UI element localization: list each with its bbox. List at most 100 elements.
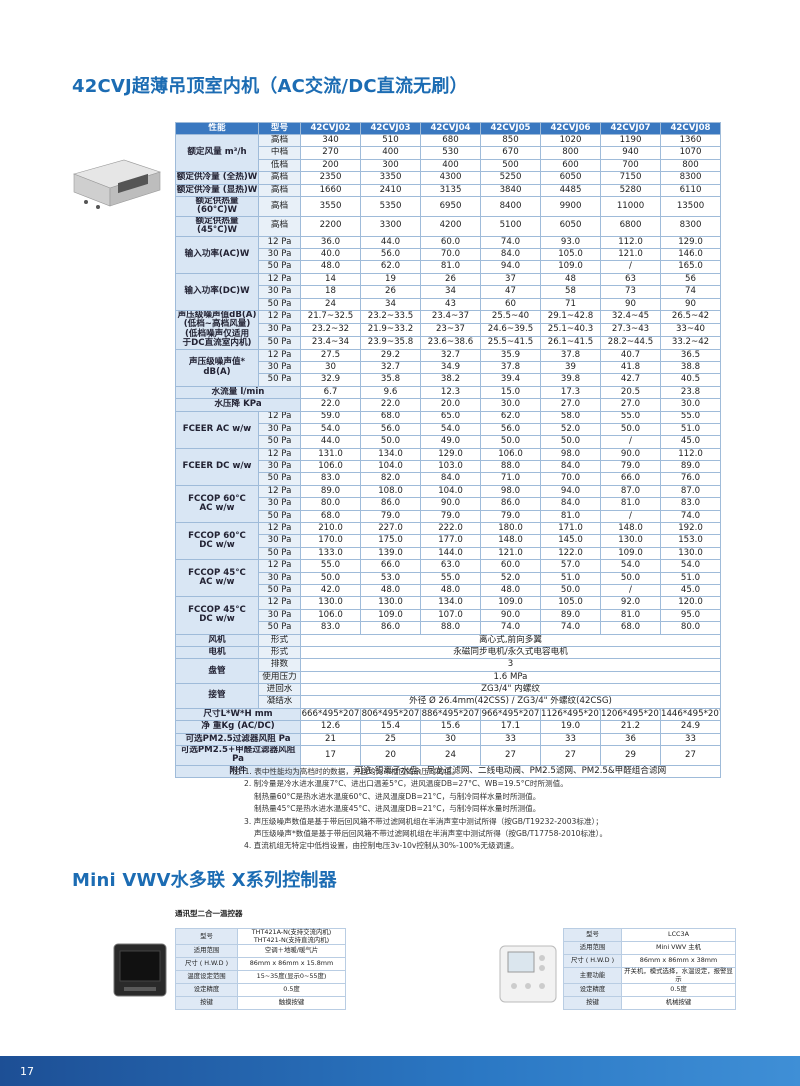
value-cell: 25.1~40.3 [540, 322, 601, 337]
spec-row: 30 Pa 23.2~32 21.9~33.2 23~37 24.6~39.5 25.1~… [176, 322, 721, 337]
value-cell: 83.0 [660, 497, 721, 511]
value-cell: 90 [600, 297, 661, 311]
value-cell: 87.0 [600, 484, 661, 499]
value-cell: 74.0 [480, 235, 541, 249]
row-label: 适用范围 [563, 941, 622, 955]
value-cell: 1.6 MPa [300, 670, 721, 685]
value-cell: 6050 [540, 171, 601, 185]
value-cell: 29.2 [360, 348, 421, 362]
value-cell: 79.0 [600, 460, 661, 474]
value-cell: 84.0 [540, 460, 601, 474]
sub-label: 50 Pa [258, 435, 301, 449]
header-cell: 42CVJ03 [360, 122, 421, 135]
value-cell: 84.0 [480, 247, 541, 262]
row-label: 水压降 KPa [175, 398, 301, 412]
sub-label: 形式 [258, 645, 301, 660]
value-cell: 1190 [600, 133, 661, 148]
value-cell: 6800 [600, 215, 661, 237]
value-cell: 145.0 [540, 534, 601, 548]
note-line: 3. 声压级噪声数值是基于带后回风箱不带过滤网机组在半消声室中测试所得（按GB/… [244, 816, 603, 826]
sub-label: 50 Pa [258, 621, 301, 635]
value-cell: 148.0 [600, 521, 661, 536]
value-cell: 95.0 [660, 608, 721, 623]
row-label: 声压级噪声值* dB(A) [175, 348, 259, 387]
value-cell: 86mm x 86mm x 38mm [621, 954, 736, 968]
value-cell: 27.5 [300, 348, 361, 362]
value-cell: 33 [660, 732, 721, 747]
value-cell: 89.0 [540, 608, 601, 623]
row-label: 尺寸L*W*H mm [175, 707, 301, 722]
value-cell: 340 [300, 133, 361, 148]
value-cell: 80.0 [300, 497, 361, 511]
sub-label: 12 Pa [258, 410, 301, 424]
value-cell: 12.3 [420, 385, 481, 400]
value-cell: 41.8 [600, 360, 661, 375]
value-cell: 68.0 [360, 410, 421, 424]
value-cell: 37.8 [480, 360, 541, 375]
sub-label: 12 Pa [258, 309, 301, 324]
sub-label: 排数 [258, 658, 301, 672]
spec-row: 50 Pa 44.0 50.0 49.0 50.0 50.0/45.0 [176, 435, 721, 449]
value-cell: 270 [300, 146, 361, 160]
value-cell: 57.0 [540, 559, 601, 573]
value-cell: 5100 [480, 215, 541, 237]
value-cell: 54.0 [660, 559, 721, 573]
value-cell: 12.6 [300, 720, 361, 734]
value-cell: 88.0 [420, 621, 481, 635]
value-cell: 71 [540, 297, 601, 311]
spec-row: 可选PM2.5+甲醛过滤器风阻Pa 17 20 24 27 27 29 27 [175, 745, 721, 766]
value-cell: 30.0 [660, 398, 721, 412]
value-cell: 129.0 [420, 447, 481, 462]
value-cell: 180.0 [480, 521, 541, 536]
spec-row: 低档 200 300 400 500 600 700 800 [176, 158, 721, 173]
value-cell: 400 [420, 158, 481, 173]
value-cell: 109.0 [540, 260, 601, 274]
value-cell: 39.8 [540, 373, 601, 387]
value-cell: 17.1 [480, 720, 541, 734]
value-cell: 84.0 [540, 497, 601, 511]
value-cell: 210.0 [300, 521, 361, 536]
value-cell: 84.0 [420, 472, 481, 486]
value-cell: 90.0 [600, 447, 661, 462]
row-label: 声压级噪声值dB(A) (低档~高档风量) (低档噪声仅适用 于DC直流室内机) [175, 309, 259, 350]
value-cell: 134.0 [420, 596, 481, 610]
row-label: 风机 [175, 633, 259, 647]
value-cell: 66.0 [600, 472, 661, 486]
value-cell: 131.0 [300, 447, 361, 462]
value-cell: 850 [480, 133, 541, 148]
value-cell: 26.5~42 [660, 309, 721, 324]
spec-row: 额定供热量 (45°C)W 高档 2200 3300 4200 5100 6050 6800 8… [175, 215, 721, 237]
spec-row: FCCOP 45°C AC w/w 12 Pa 55.0 66.0 63.0 60.0 57… [175, 559, 721, 598]
value-cell: 105.0 [540, 247, 601, 262]
value-cell: 3550 [300, 195, 361, 217]
value-cell: 20.5 [600, 385, 661, 400]
value-cell: 93.0 [540, 235, 601, 249]
sub-label: 形式 [258, 633, 301, 647]
page-title: 42CVJ超薄吊顶室内机（AC交流/DC直流无刷） [72, 76, 468, 97]
value-cell: 171.0 [540, 521, 601, 536]
value-cell: 74.0 [480, 621, 541, 635]
row-label: 额定风量 m³/h [175, 133, 259, 173]
spec-row: 30 Pa 40.0 56.0 70.0 84.0 105.0 121.0 146.0 [176, 247, 721, 262]
value-cell: 25 [360, 732, 421, 747]
row-label: 可选PM2.5+甲醛过滤器风阻Pa [175, 745, 301, 766]
value-cell: 133.0 [300, 546, 361, 561]
sub-label: 12 Pa [258, 484, 301, 499]
sub-label: 12 Pa [258, 521, 301, 536]
value-cell: 23.2~32 [300, 322, 361, 337]
value-cell: 触摸按键 [237, 996, 346, 1010]
row-label: 输入功率(AC)W [175, 235, 259, 274]
value-cell: 107.0 [420, 608, 481, 623]
value-cell: 2200 [300, 215, 361, 237]
value-cell: 966*495*207 [480, 707, 541, 722]
value-cell: 55.0 [420, 571, 481, 585]
value-cell: 129.0 [660, 235, 721, 249]
unit-image [73, 159, 161, 209]
value-cell: 24.9 [660, 720, 721, 734]
value-cell: 6.7 [300, 385, 361, 400]
value-cell: 39.4 [480, 373, 541, 387]
value-cell: 37 [480, 272, 541, 287]
value-cell: 27.3~43 [600, 322, 661, 337]
value-cell: 48.0 [480, 583, 541, 598]
note-line: 4. 直流机组无特定中低档设置，由控制电压3v-10v控制从30%-100%无级… [244, 841, 519, 851]
